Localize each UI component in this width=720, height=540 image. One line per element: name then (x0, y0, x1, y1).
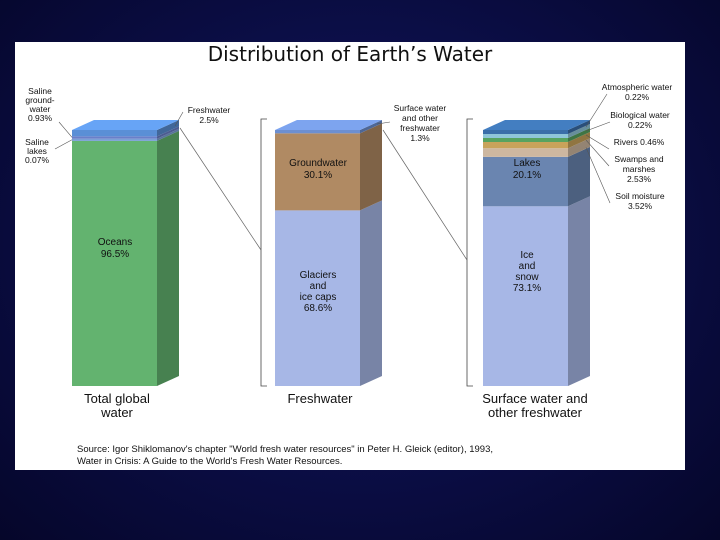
leader-freshwater (174, 111, 184, 127)
label-atmospheric: Atmospheric water 0.22% (602, 82, 673, 102)
water-distribution-chart: Oceans 96.5% Saline ground-water 0.93% Saline… (25, 82, 673, 420)
col-surface-seg-1 (483, 156, 568, 207)
col-total-side-0 (157, 130, 179, 386)
category-freshwater: Freshwater (287, 391, 353, 406)
col-total-seg-1 (72, 138, 157, 141)
label-ice-snow: Ice and snow 73.1% (513, 250, 541, 294)
label-swamps-leader (585, 139, 610, 167)
source-line-2: Water in Crisis: A Guide to the World's … (77, 456, 343, 467)
col-surface-side-3 (568, 132, 590, 149)
col-fresh-seg-2 (275, 130, 360, 134)
source-citation: Source: Igor Shiklomanov's chapter "Worl… (77, 444, 493, 468)
col-total-side-3 (157, 120, 179, 137)
source-line-1: Source: Igor Shiklomanov's chapter "Worl… (77, 444, 494, 455)
chart-title: Distribution of Earth’s Water (207, 42, 493, 66)
connector-fresh-to-surface (382, 129, 468, 261)
col-total-seg-0 (72, 140, 157, 386)
label-rivers: Rivers 0.46% (614, 137, 665, 147)
col-surface-seg-3 (483, 142, 568, 149)
col-surface-side-2 (568, 138, 590, 157)
label-freshwater: Freshwater 2.5% (188, 105, 231, 125)
col-total-side-2 (157, 126, 179, 139)
bracket-surface (466, 118, 473, 387)
col-total-side-1 (157, 128, 179, 141)
col-fresh-top (275, 120, 382, 130)
col-surface-seg-2 (483, 148, 568, 157)
label-saline-groundwater: Saline ground-water 0.93% (25, 86, 54, 123)
slide-panel: Distribution of Earth’s Water Oceans 96.5… (15, 42, 685, 470)
col-surface-side-5 (568, 124, 590, 138)
label-soil-moisture: Soil moisture 3.52% (615, 191, 664, 211)
label-biological: Biological water 0.22% (610, 110, 670, 130)
col-total-seg-3 (72, 130, 157, 137)
label-surface-fresh: Surface water and other freshwater 1.3% (394, 103, 447, 143)
col-fresh-side-0 (360, 200, 382, 386)
col-surface-side-0 (568, 196, 590, 386)
leader-saline-lakes (54, 139, 73, 150)
category-total-global-water: Total global water (84, 391, 150, 420)
col-fresh-seg-0 (275, 210, 360, 386)
label-soil-moisture-leader (585, 147, 611, 204)
col-surface-seg-5 (483, 134, 568, 138)
col-surface-side-1 (568, 146, 590, 207)
col-fresh-seg-1 (275, 133, 360, 211)
col-surface-seg-0 (483, 206, 568, 386)
label-rivers-leader (585, 134, 610, 150)
connector-total-to-fresh (179, 127, 262, 251)
label-saline-lakes: Saline lakes 0.07% (25, 137, 50, 165)
leader-surface-fresh (376, 121, 391, 125)
col-surface-side-4 (568, 128, 590, 142)
col-fresh-side-1 (360, 123, 382, 211)
col-total-top (72, 120, 179, 130)
col-fresh-side-2 (360, 120, 382, 134)
leader-saline-groundwater (58, 121, 73, 138)
category-surface-water: Surface water and other freshwater (482, 391, 588, 420)
col-total-seg-2 (72, 136, 157, 139)
label-biological-leader (585, 121, 611, 132)
col-surface-seg-4 (483, 138, 568, 142)
col-surface-seg-6 (483, 130, 568, 134)
col-surface-top (483, 120, 590, 130)
label-glaciers: Glaciers and ice caps 68.6% (300, 270, 337, 314)
label-swamps: Swamps and marshes 2.53% (614, 154, 663, 184)
label-groundwater: Groundwater 30.1% (289, 158, 347, 181)
label-oceans: Oceans 96.5% (98, 237, 132, 260)
col-surface-side-6 (568, 120, 590, 134)
label-lakes: Lakes 20.1% (513, 158, 541, 181)
bracket-freshwater (260, 118, 267, 387)
label-atmospheric-leader (585, 93, 608, 128)
